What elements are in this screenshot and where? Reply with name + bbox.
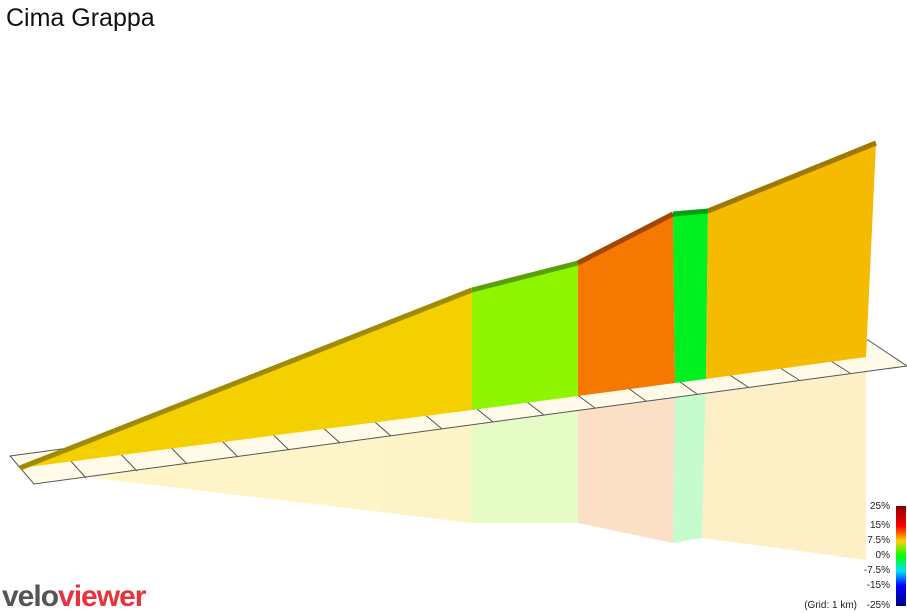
legend-label: -15% <box>867 580 890 591</box>
logo: veloviewer <box>2 580 147 613</box>
logo-part: viewer <box>58 580 147 613</box>
legend-bar <box>896 506 906 606</box>
legend-label: 15% <box>870 520 890 531</box>
logo-part: velo <box>2 580 59 613</box>
legend-label: -7.5% <box>864 565 890 576</box>
legend-label: 25% <box>870 501 890 512</box>
title: Cima Grappa <box>6 4 155 32</box>
profile <box>19 140 877 471</box>
grid-note: (Grid: 1 km) <box>804 600 857 611</box>
legend-label: 0% <box>876 550 891 561</box>
legend-label: 7.5% <box>867 535 890 546</box>
legend-label: -25% <box>867 600 890 611</box>
